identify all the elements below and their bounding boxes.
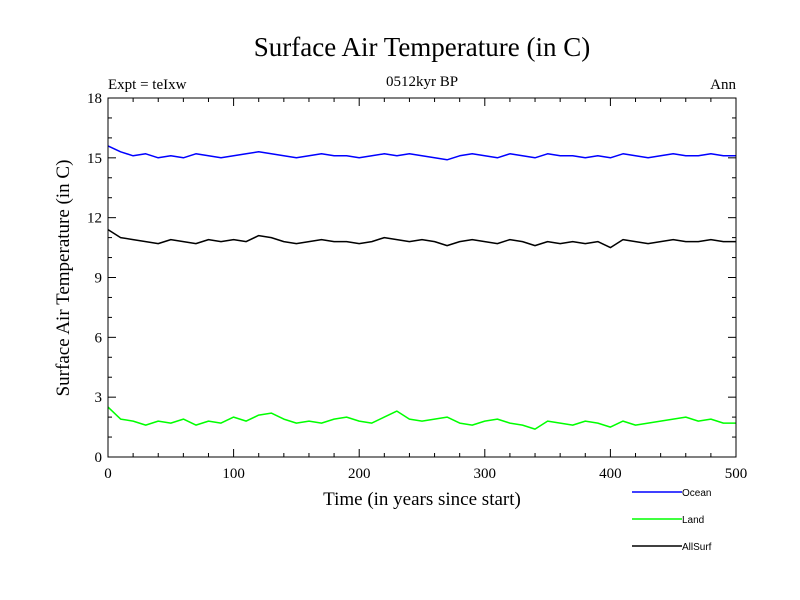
legend-label-allsurf: AllSurf: [682, 542, 712, 553]
y-tick-label: 12: [87, 211, 102, 227]
y-axis-label: Surface Air Temperature (in C): [53, 160, 74, 397]
series-layer: [107, 145, 736, 430]
plot-frame: [107, 97, 737, 458]
x-tick-label: 0: [104, 466, 112, 482]
y-tick-label: 3: [95, 390, 103, 406]
season-label: Ann: [710, 77, 736, 93]
y-tick-label: 15: [87, 151, 102, 167]
chart-subtitle: 0512kyr BP: [386, 74, 458, 90]
x-tick-label: 500: [725, 466, 748, 482]
series-line-land: [107, 406, 736, 430]
y-tick-label: 18: [87, 91, 102, 107]
experiment-label: Expt = teIxw: [108, 77, 187, 93]
y-axis: 0 3 6 9 12 15 18: [87, 91, 736, 466]
series-line-ocean: [107, 145, 736, 161]
x-tick-label: 300: [474, 466, 497, 482]
y-tick-label: 9: [95, 271, 103, 287]
x-tick-label: 400: [599, 466, 622, 482]
y-tick-label: 0: [95, 450, 103, 466]
x-tick-label: 100: [222, 466, 245, 482]
legend-label-land: Land: [682, 515, 704, 526]
series-line-allsurf: [107, 228, 736, 249]
legend-label-ocean: Ocean: [682, 488, 711, 499]
legend: Ocean Land AllSurf: [632, 488, 712, 553]
chart-title: Surface Air Temperature (in C): [254, 32, 591, 62]
x-axis: 0 100 200 300 400 500: [104, 98, 747, 482]
y-tick-label: 6: [95, 330, 103, 346]
x-axis-label: Time (in years since start): [323, 489, 521, 510]
x-tick-label: 200: [348, 466, 371, 482]
